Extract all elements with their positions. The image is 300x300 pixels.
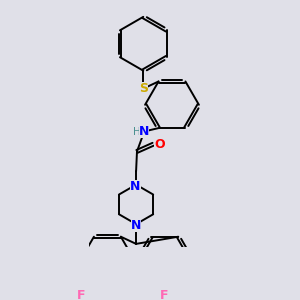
Text: N: N: [130, 180, 140, 193]
Text: N: N: [131, 218, 141, 232]
Text: F: F: [160, 290, 168, 300]
Text: N: N: [131, 218, 141, 231]
Text: O: O: [154, 138, 165, 151]
Text: N: N: [139, 125, 149, 138]
Text: H: H: [133, 127, 141, 137]
Text: F: F: [77, 290, 86, 300]
Text: N: N: [130, 181, 140, 194]
Text: S: S: [139, 82, 148, 95]
